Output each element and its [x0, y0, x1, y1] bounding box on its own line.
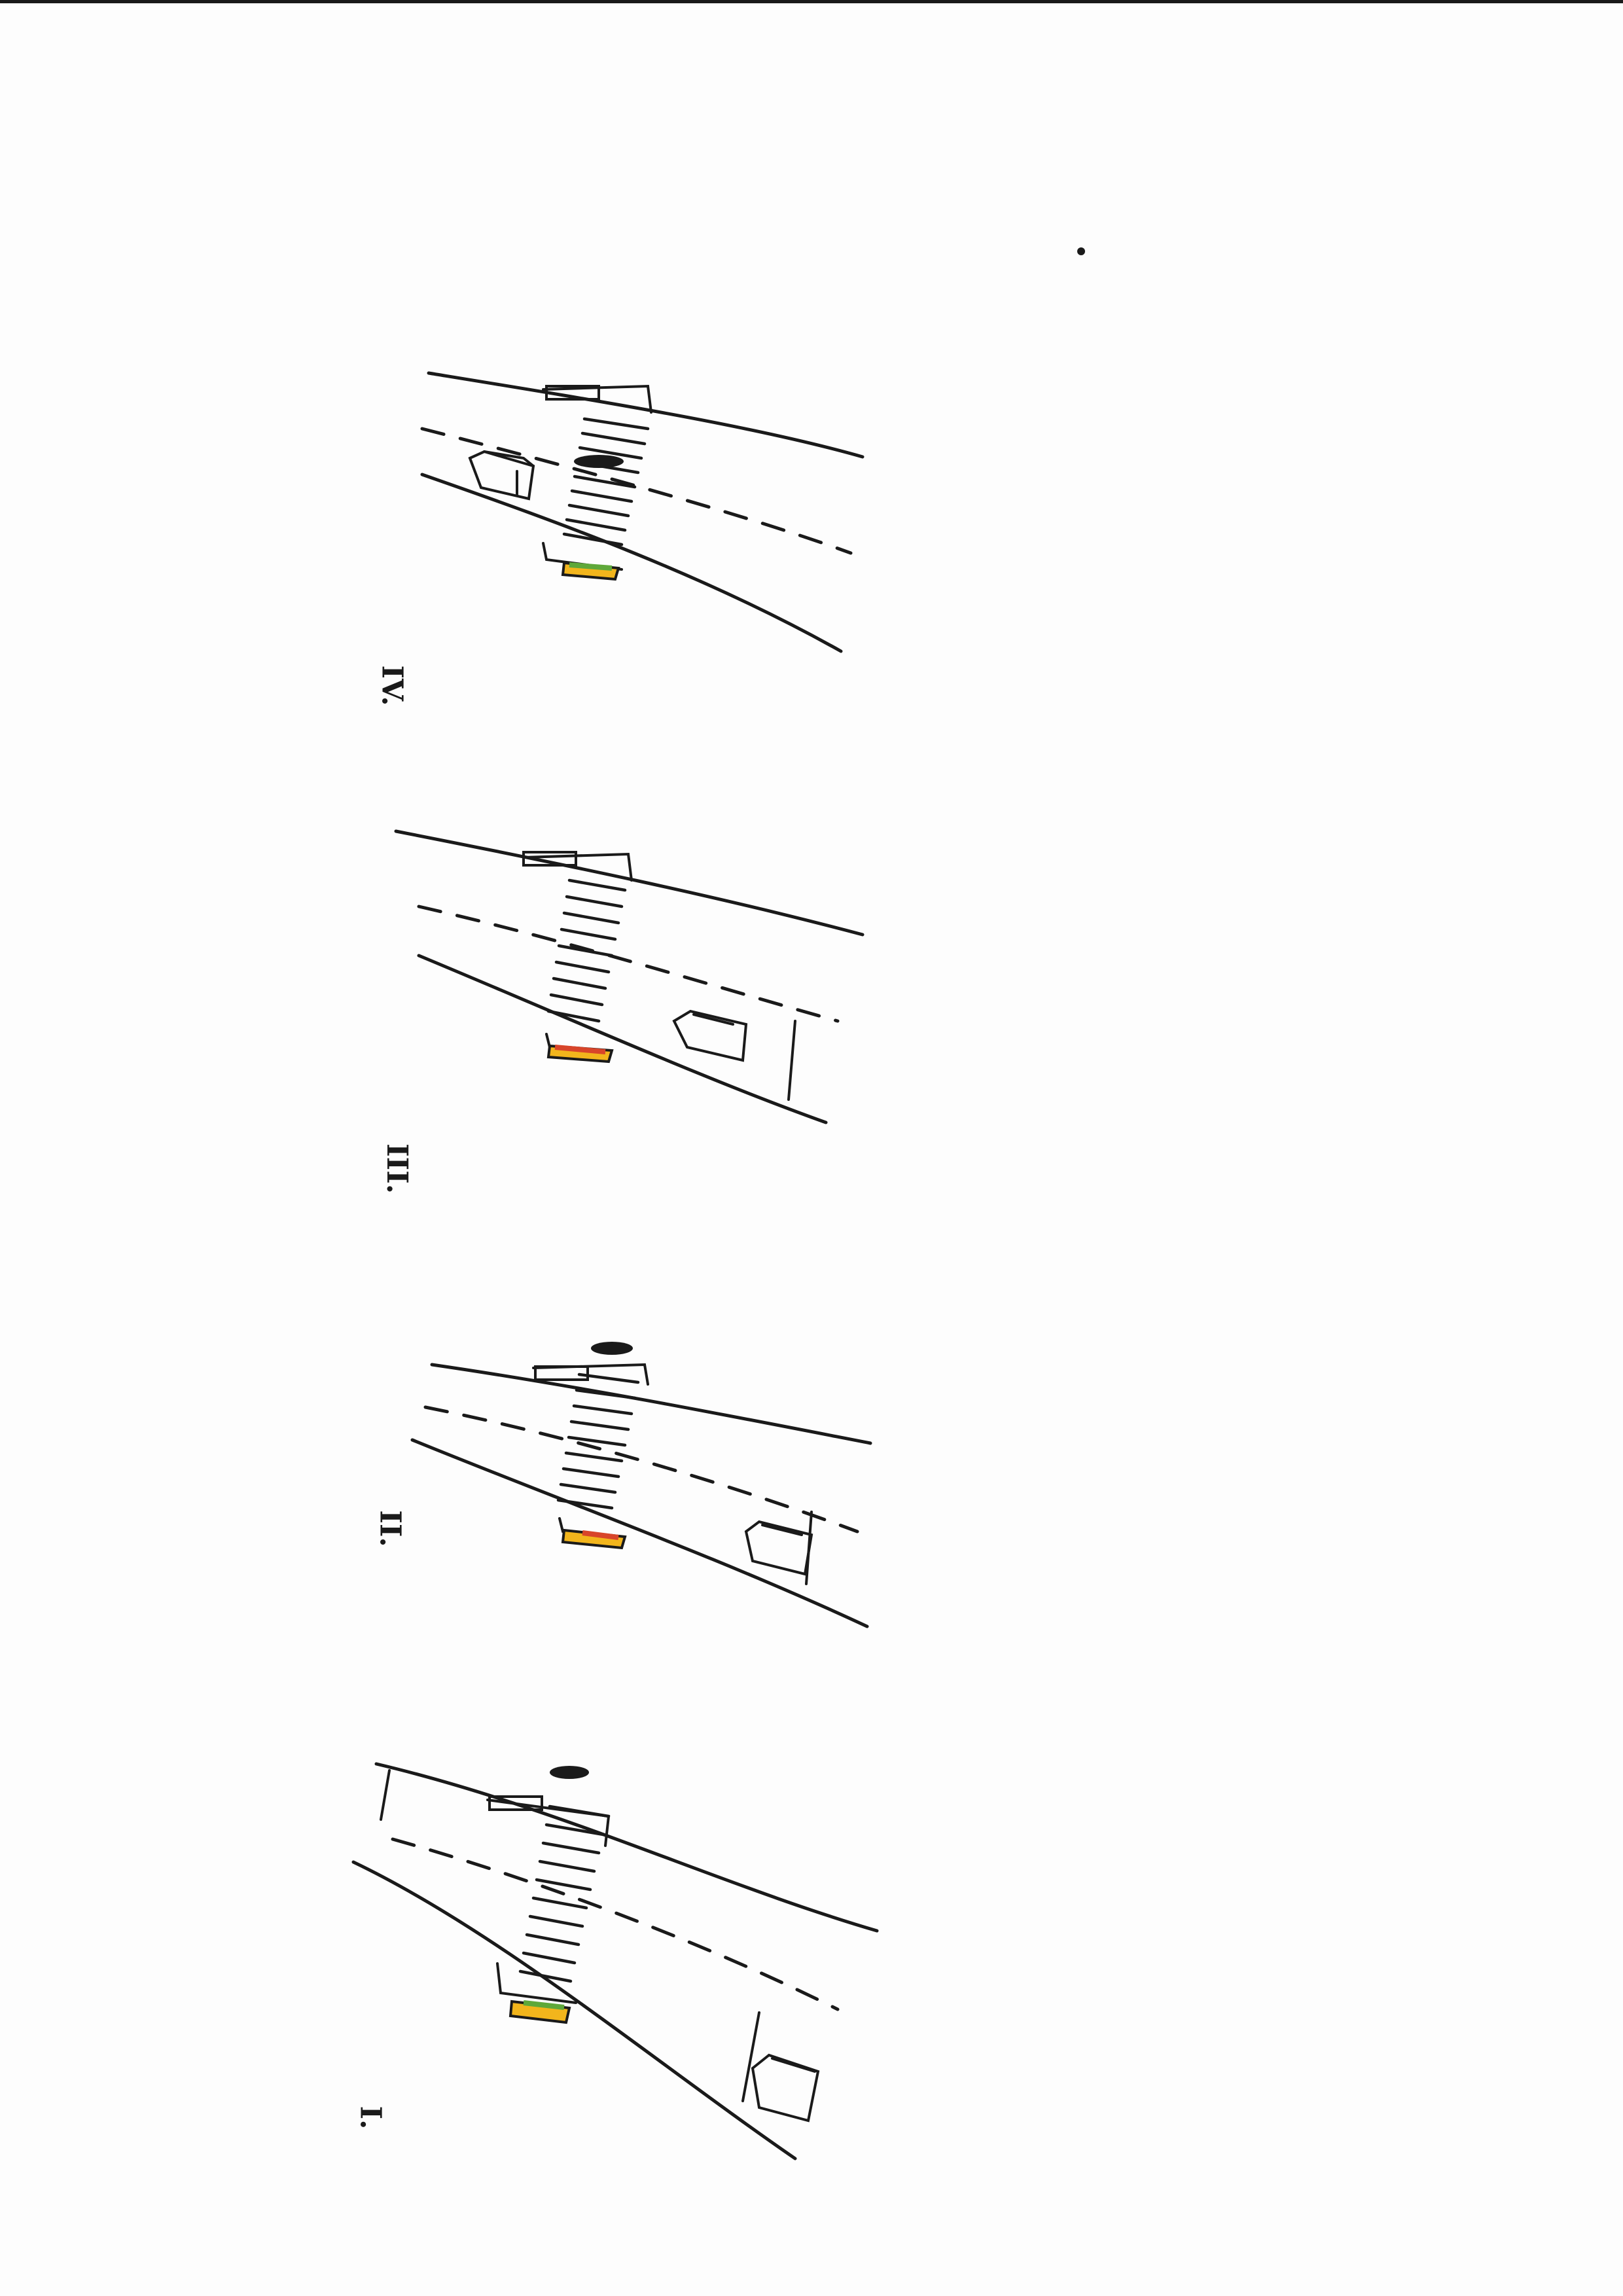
lane-divider	[391, 1837, 840, 2011]
ink-dot	[1077, 247, 1085, 255]
signal-head-top	[534, 1365, 589, 1381]
car-approaching	[672, 1009, 796, 1101]
signal-post-top	[486, 1799, 611, 1847]
road-edge-bottom	[417, 954, 828, 1124]
crosswalk-stripes	[546, 878, 627, 1023]
frame-label-3: III.	[380, 1143, 414, 1194]
signal-head-top	[545, 385, 600, 401]
signal-post-top	[542, 384, 652, 414]
signal-post-top	[522, 852, 633, 882]
signal-head-top	[488, 1795, 543, 1811]
car-approaching	[744, 1511, 813, 1585]
cyclist-waiting	[591, 1342, 633, 1355]
crosswalk-stripes	[556, 1372, 640, 1510]
frame-label-1: I.	[353, 2106, 387, 2130]
stop-line	[741, 2011, 760, 2102]
signal-green-lamp	[523, 2000, 565, 2010]
lane-divider	[417, 905, 840, 1023]
frame-3-drawing	[394, 829, 865, 1124]
signal-red-lamp	[554, 1045, 606, 1054]
cyclist-on-crossing	[574, 455, 624, 468]
road-edge-bottom	[351, 1860, 797, 2161]
signal-green-lamp	[569, 562, 613, 571]
stop-line	[805, 1511, 813, 1585]
lane-divider	[420, 427, 853, 555]
frame-1-drawing	[351, 1762, 879, 2161]
frame-2-drawing	[410, 1342, 872, 1628]
signal-post-bottom	[496, 1962, 577, 2004]
road-edge-bottom	[420, 473, 843, 653]
frame-label-4: IV.	[375, 665, 409, 706]
road-edge-bottom	[410, 1438, 869, 1628]
stop-line-left	[380, 1769, 391, 1821]
road-edge-top	[374, 1762, 879, 1933]
lane-divider	[423, 1405, 859, 1534]
frame-4-drawing	[420, 371, 865, 653]
road-edge-top	[430, 1363, 872, 1445]
crosswalk-stripes	[562, 417, 650, 547]
cyclist-waiting	[550, 1766, 589, 1779]
crosswalk-stripes	[518, 1804, 611, 1983]
car-approaching	[741, 2011, 820, 2123]
signal-head-top	[522, 851, 577, 867]
road-edge-top	[394, 829, 865, 937]
frame-label-2: II.	[373, 1510, 407, 1547]
stop-line	[787, 1020, 796, 1101]
road-edge-top	[427, 371, 865, 459]
car-waiting	[468, 450, 535, 501]
signal-red-lamp	[582, 1530, 619, 1540]
